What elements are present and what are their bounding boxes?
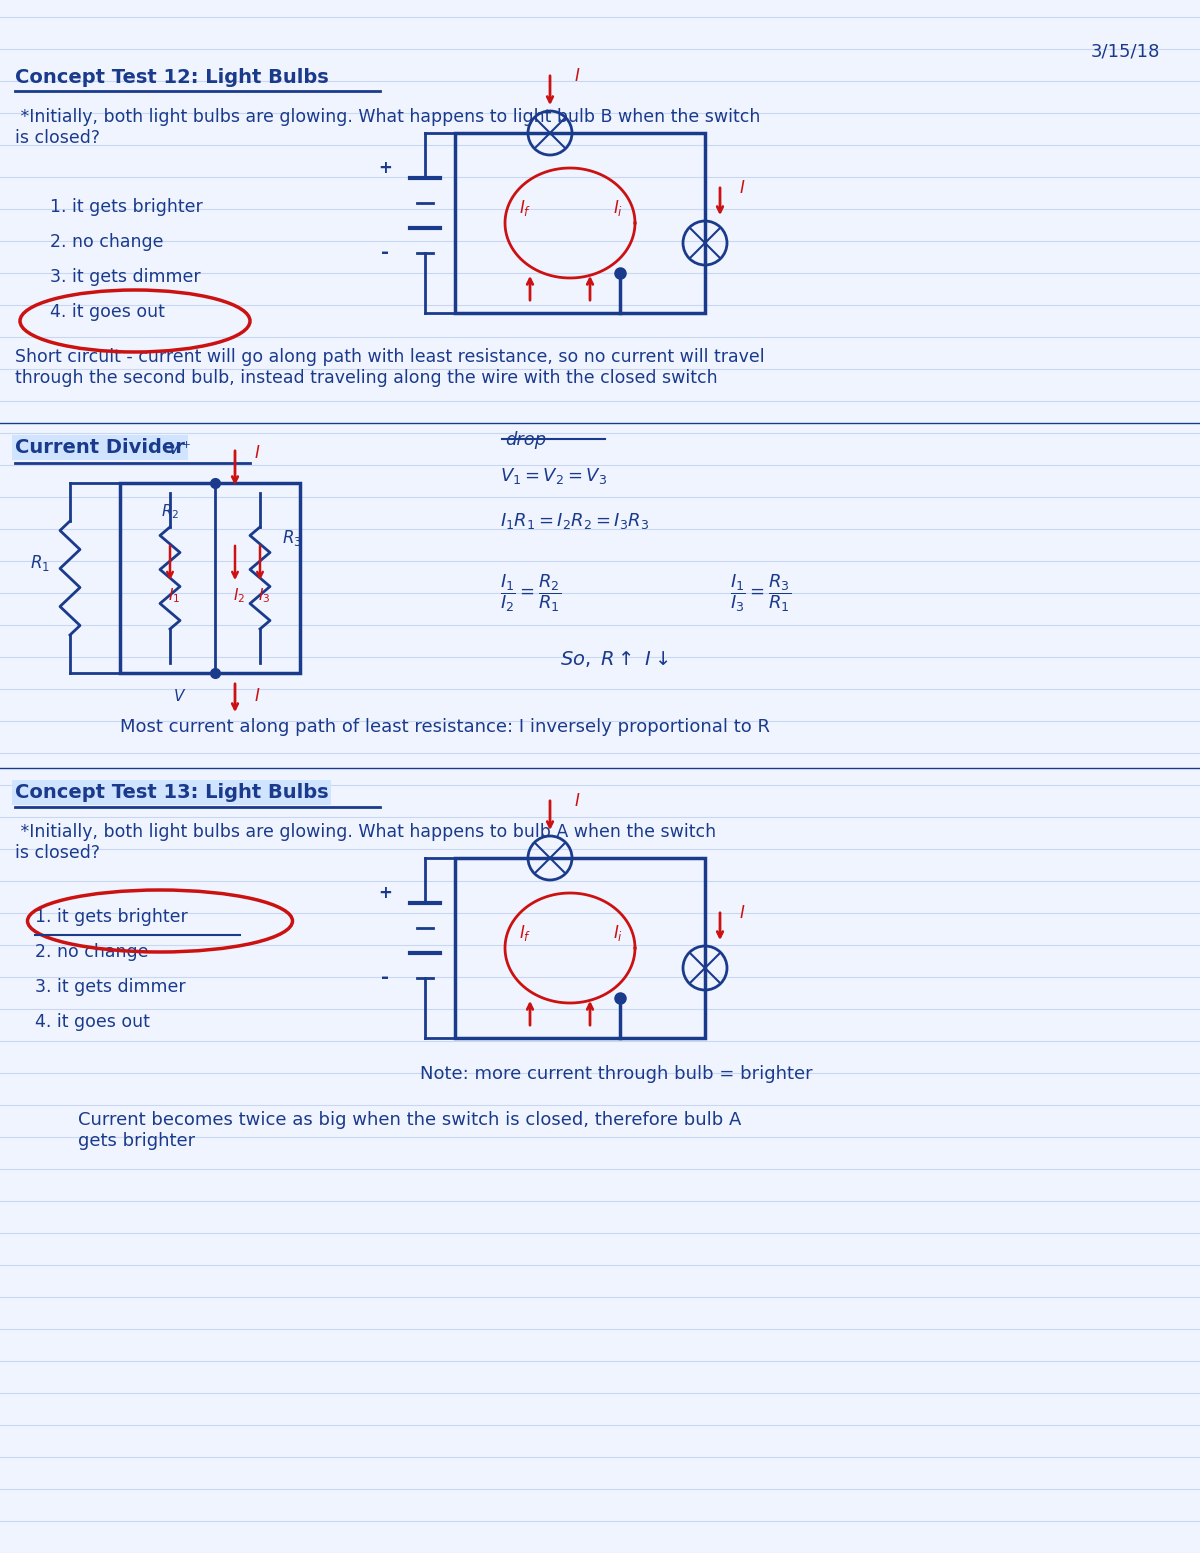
Text: $So,\ R\uparrow\ I\downarrow$: $So,\ R\uparrow\ I\downarrow$	[560, 649, 668, 669]
Text: Most current along path of least resistance: I inversely proportional to R: Most current along path of least resista…	[120, 717, 770, 736]
Text: Concept Test 13: Light Bulbs: Concept Test 13: Light Bulbs	[14, 783, 329, 801]
Text: $V^+$: $V^+$	[168, 441, 192, 458]
Text: drop: drop	[505, 432, 546, 449]
Text: 2. no change: 2. no change	[50, 233, 163, 252]
Text: $I_f$: $I_f$	[518, 197, 532, 217]
Bar	[455, 857, 706, 1037]
Text: I: I	[575, 67, 580, 85]
Text: Concept Test 12: Light Bulbs: Concept Test 12: Light Bulbs	[14, 68, 329, 87]
Text: $I_f$: $I_f$	[518, 922, 532, 943]
Text: $R_2$: $R_2$	[161, 502, 179, 520]
Text: $R_3$: $R_3$	[282, 528, 302, 548]
Bar	[120, 483, 300, 672]
Text: $\dfrac{I_1}{I_3} = \dfrac{R_3}{R_1}$: $\dfrac{I_1}{I_3} = \dfrac{R_3}{R_1}$	[730, 573, 791, 613]
Text: Short circuit - current will go along path with least resistance, so no current : Short circuit - current will go along pa…	[14, 348, 764, 387]
Text: +: +	[378, 884, 392, 902]
Text: *Initially, both light bulbs are glowing. What happens to light bulb B when the : *Initially, both light bulbs are glowing…	[14, 109, 761, 148]
Text: 1. it gets brighter: 1. it gets brighter	[50, 197, 203, 216]
Bar	[455, 134, 706, 314]
Text: $R_1$: $R_1$	[30, 553, 50, 573]
Text: $V$: $V$	[173, 688, 187, 704]
Text: $I_2$: $I_2$	[233, 585, 245, 604]
Text: 3. it gets dimmer: 3. it gets dimmer	[50, 269, 200, 286]
Text: 1. it gets brighter: 1. it gets brighter	[35, 909, 187, 926]
Text: $I_i$: $I_i$	[613, 197, 623, 217]
Text: $I_i$: $I_i$	[613, 922, 623, 943]
Text: I: I	[256, 686, 260, 705]
Text: Current Divider: Current Divider	[14, 438, 185, 457]
Text: I: I	[256, 444, 260, 461]
Text: $I_1R_1 = I_2R_2 = I_3R_3$: $I_1R_1 = I_2R_2 = I_3R_3$	[500, 511, 649, 531]
Text: Current becomes twice as big when the switch is closed, therefore bulb A
    get: Current becomes twice as big when the sw…	[55, 1110, 742, 1149]
Text: 4. it goes out: 4. it goes out	[35, 1013, 150, 1031]
Text: -: -	[382, 242, 389, 262]
Text: 3/15/18: 3/15/18	[1091, 43, 1160, 61]
Text: $I_1$: $I_1$	[168, 585, 180, 604]
Text: $\dfrac{I_1}{I_2} = \dfrac{R_2}{R_1}$: $\dfrac{I_1}{I_2} = \dfrac{R_2}{R_1}$	[500, 573, 562, 613]
Text: 2. no change: 2. no change	[35, 943, 149, 961]
Text: 4. it goes out: 4. it goes out	[50, 303, 164, 321]
Text: I: I	[575, 792, 580, 811]
Text: 3. it gets dimmer: 3. it gets dimmer	[35, 978, 186, 995]
Text: *Initially, both light bulbs are glowing. What happens to bulb A when the switch: *Initially, both light bulbs are glowing…	[14, 823, 716, 862]
Text: $V_1 = V_2 = V_3$: $V_1 = V_2 = V_3$	[500, 466, 607, 486]
Text: $I_3$: $I_3$	[258, 585, 270, 604]
Text: +: +	[378, 158, 392, 177]
Text: I: I	[740, 179, 745, 197]
Text: I: I	[740, 904, 745, 922]
Text: Note: more current through bulb = brighter: Note: more current through bulb = bright…	[420, 1065, 812, 1082]
Text: -: -	[382, 968, 389, 988]
